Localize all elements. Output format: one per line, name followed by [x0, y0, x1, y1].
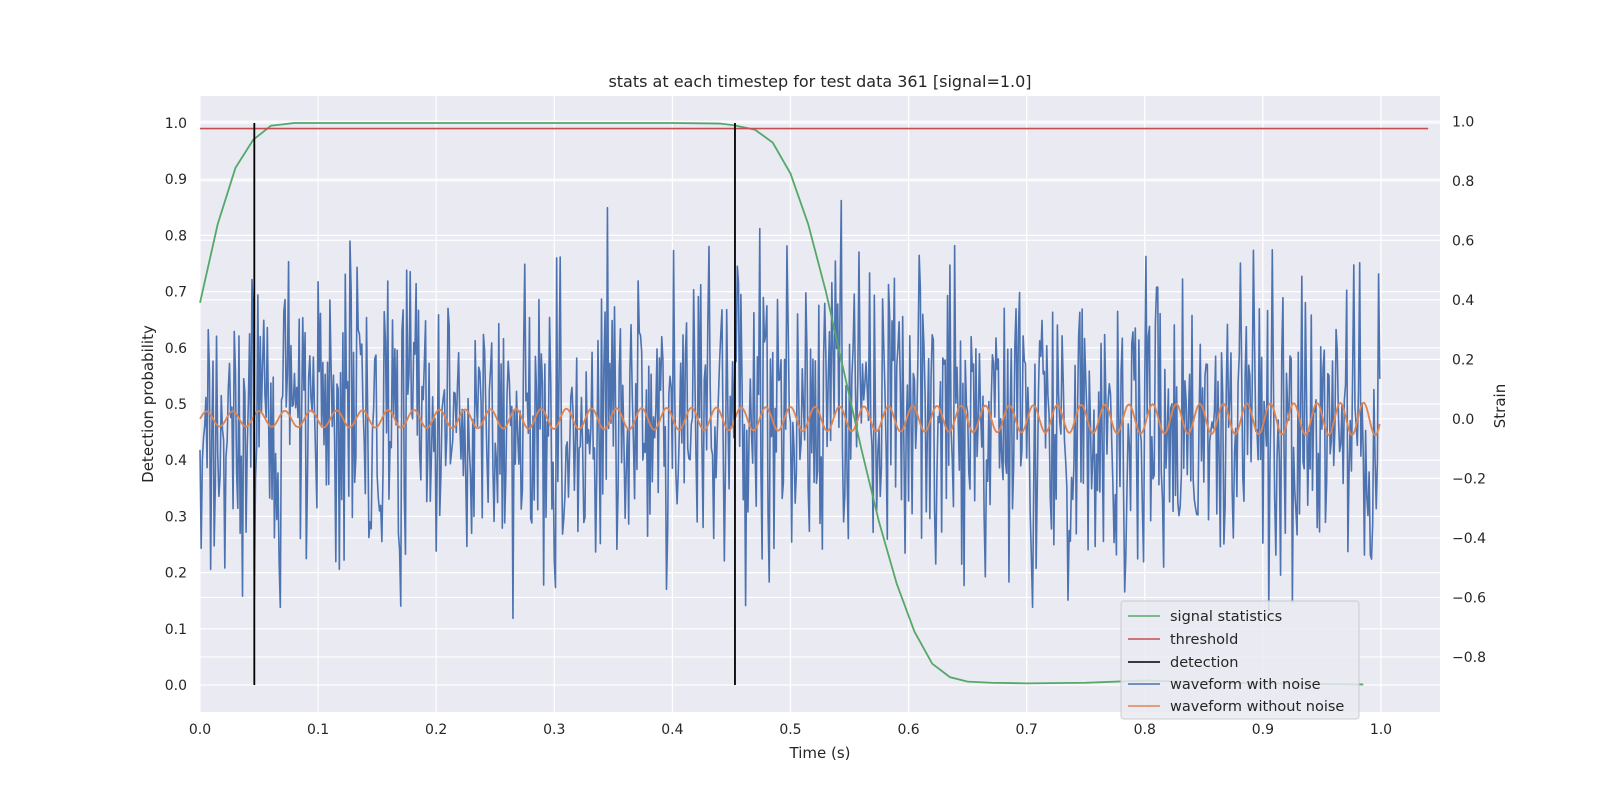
y2-tick-label: −0.2	[1452, 471, 1486, 487]
y-tick-label: 0.8	[165, 228, 187, 244]
legend: signal statistics threshold detection wa…	[1120, 600, 1360, 720]
y-tick-label: 0.5	[165, 397, 187, 413]
legend-box	[1120, 600, 1360, 720]
x-tick-label: 0.5	[779, 722, 801, 738]
plot-area	[199, 122, 1429, 686]
x-tick-label: 0.1	[307, 722, 329, 738]
y2-tick-label: 0.2	[1452, 352, 1474, 368]
x-tick-label: 0.0	[189, 722, 211, 738]
legend-label-clean: waveform without noise	[1170, 699, 1344, 715]
x-tick-label: 0.3	[543, 722, 565, 738]
y-tick-label: 0.1	[165, 622, 187, 638]
y2-tick-label: −0.4	[1452, 531, 1486, 547]
y2-tick-label: 0.8	[1452, 174, 1474, 190]
y-tick-label: 0.3	[165, 509, 187, 525]
tick-labels: 0.0 0.1 0.2 0.3 0.4 0.5 0.6 0.7 0.8 0.9 1.0 0.0 0.1 0…	[165, 114, 1486, 738]
legend-label-noisy: waveform with noise	[1170, 677, 1321, 693]
y-tick-label: 0.6	[165, 341, 187, 357]
y-axis-label: Detection probability	[139, 325, 157, 483]
y2-tick-label: −0.6	[1452, 590, 1486, 606]
x-tick-label: 1.0	[1370, 722, 1392, 738]
x-tick-label: 0.6	[897, 722, 919, 738]
y-tick-label: 1.0	[165, 116, 187, 132]
series-waveform-without-noise	[199, 401, 1381, 437]
y2-tick-label: −0.8	[1452, 650, 1486, 666]
x-tick-label: 0.8	[1134, 722, 1156, 738]
series-signal-statistics	[199, 122, 1364, 686]
x-axis-label: Time (s)	[789, 744, 851, 762]
y2-tick-label: 0.4	[1452, 293, 1474, 309]
series-waveform-with-noise	[199, 199, 1381, 620]
y-tick-label: 0.4	[165, 453, 187, 469]
legend-label-threshold: threshold	[1170, 632, 1238, 648]
y-tick-label: 0.7	[165, 285, 187, 301]
x-tick-label: 0.2	[425, 722, 447, 738]
y2-axis-label: Strain	[1491, 384, 1509, 428]
y-tick-label: 0.2	[165, 566, 187, 582]
x-tick-label: 0.9	[1252, 722, 1274, 738]
chart-title: stats at each timestep for test data 361…	[608, 72, 1031, 91]
legend-label-detection: detection	[1170, 655, 1238, 671]
y2-tick-label: 0.6	[1452, 233, 1474, 249]
legend-label-signal: signal statistics	[1170, 609, 1282, 625]
x-tick-label: 0.7	[1016, 722, 1038, 738]
y2-tick-label: 1.0	[1452, 114, 1474, 130]
y2-tick-label: 0.0	[1452, 412, 1474, 428]
y-tick-label: 0.9	[165, 172, 187, 188]
y-tick-label: 0.0	[165, 678, 187, 694]
x-tick-label: 0.4	[661, 722, 683, 738]
